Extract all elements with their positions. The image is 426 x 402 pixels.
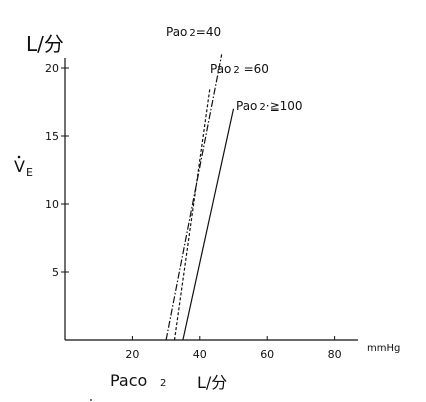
series-label-pao2-60: Pao 2 =60 xyxy=(210,62,269,76)
x-axis-unit: mmHg xyxy=(367,343,400,354)
series-label-pao2-40: Pao 2=40 xyxy=(166,25,221,39)
x-axis-title-sub: 2 xyxy=(160,378,166,389)
series-group xyxy=(165,54,235,341)
x-tick-label: 40 xyxy=(193,348,207,361)
series-label-pao2-100: Pao 2·≧100 xyxy=(236,99,303,113)
x-ticks: 20 40 60 80 xyxy=(125,336,342,361)
x-axis-title: Paco 2 L/分 xyxy=(110,371,227,392)
y-tick-label: 10 xyxy=(45,198,59,211)
x-tick-label: 60 xyxy=(260,348,274,361)
y-axis-symbol: V E xyxy=(14,155,33,179)
series-line-0 xyxy=(165,54,223,341)
series-line-1 xyxy=(173,88,211,341)
x-tick-label: 80 xyxy=(328,348,342,361)
series-line-2 xyxy=(182,108,235,341)
x-axis-title-main: Paco xyxy=(110,371,147,390)
scan-speck xyxy=(90,399,92,401)
y-tick-label: 5 xyxy=(52,266,59,279)
y-axis-unit-label: L/分 xyxy=(26,32,64,56)
y-axis-symbol-dot xyxy=(17,155,21,159)
y-tick-label: 20 xyxy=(45,62,59,75)
y-tick-label: 15 xyxy=(45,130,59,143)
x-tick-label: 20 xyxy=(125,348,139,361)
y-axis-symbol-subscript: E xyxy=(26,166,33,179)
y-ticks: 5 10 15 20 xyxy=(45,62,69,279)
y-axis-symbol-main: V xyxy=(14,157,25,176)
x-axis-title-unit: L/分 xyxy=(197,373,227,392)
